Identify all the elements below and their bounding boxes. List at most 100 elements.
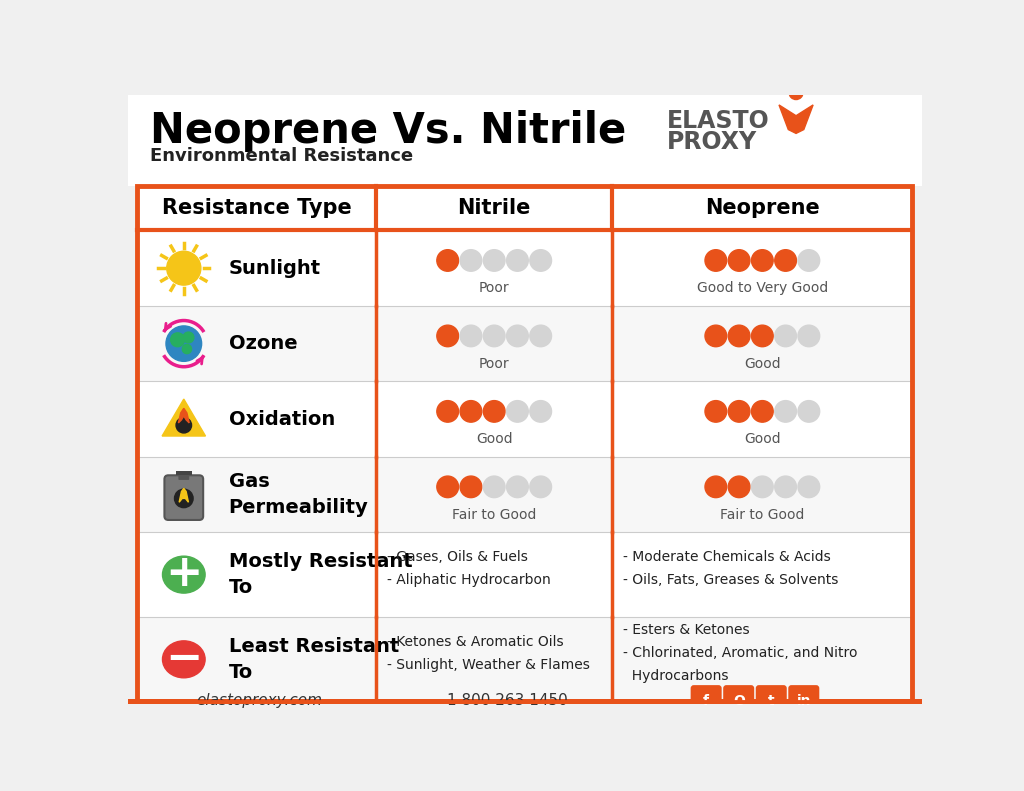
Text: Gas
Permeability: Gas Permeability	[228, 471, 369, 517]
FancyBboxPatch shape	[178, 472, 189, 480]
Circle shape	[437, 400, 459, 422]
FancyBboxPatch shape	[756, 685, 786, 716]
Circle shape	[798, 250, 819, 271]
Text: PROXY: PROXY	[667, 131, 757, 154]
Circle shape	[483, 325, 505, 346]
Text: −: −	[165, 637, 203, 680]
Circle shape	[529, 250, 552, 271]
Text: - Moderate Chemicals & Acids
- Oils, Fats, Greases & Solvents: - Moderate Chemicals & Acids - Oils, Fat…	[624, 550, 839, 587]
Circle shape	[460, 250, 481, 271]
Circle shape	[437, 250, 459, 271]
Circle shape	[775, 325, 797, 346]
Text: elastoproxy.com: elastoproxy.com	[197, 693, 323, 708]
Circle shape	[483, 476, 505, 498]
Circle shape	[728, 325, 750, 346]
Text: in: in	[797, 694, 811, 707]
Circle shape	[752, 250, 773, 271]
Text: Good to Very Good: Good to Very Good	[696, 281, 828, 295]
Circle shape	[174, 489, 194, 508]
FancyBboxPatch shape	[128, 95, 922, 186]
Text: Resistance Type: Resistance Type	[162, 198, 351, 218]
Circle shape	[529, 400, 552, 422]
Circle shape	[529, 325, 552, 346]
Text: - Ketones & Aromatic Oils
- Sunlight, Weather & Flames: - Ketones & Aromatic Oils - Sunlight, We…	[387, 634, 590, 672]
Circle shape	[752, 325, 773, 346]
Circle shape	[483, 400, 505, 422]
Circle shape	[705, 476, 727, 498]
Circle shape	[460, 476, 481, 498]
FancyBboxPatch shape	[137, 230, 912, 306]
Circle shape	[798, 325, 819, 346]
Text: Least Resistant
To: Least Resistant To	[228, 637, 399, 682]
Circle shape	[728, 250, 750, 271]
Circle shape	[183, 332, 194, 343]
Text: ELASTO: ELASTO	[667, 109, 769, 133]
FancyBboxPatch shape	[165, 475, 203, 520]
Circle shape	[798, 400, 819, 422]
Text: O: O	[733, 694, 744, 707]
Polygon shape	[178, 408, 189, 423]
Circle shape	[790, 85, 803, 100]
Text: Mostly Resistant
To: Mostly Resistant To	[228, 552, 413, 597]
FancyBboxPatch shape	[176, 471, 191, 475]
Circle shape	[705, 325, 727, 346]
Circle shape	[705, 400, 727, 422]
FancyBboxPatch shape	[128, 699, 922, 704]
Text: Fair to Good: Fair to Good	[720, 508, 805, 521]
FancyBboxPatch shape	[137, 532, 912, 617]
Circle shape	[483, 250, 505, 271]
Circle shape	[705, 250, 727, 271]
Circle shape	[507, 250, 528, 271]
Circle shape	[775, 400, 797, 422]
Text: Poor: Poor	[479, 357, 510, 371]
Text: +: +	[165, 552, 203, 596]
FancyBboxPatch shape	[788, 685, 819, 716]
Circle shape	[437, 476, 459, 498]
FancyBboxPatch shape	[137, 617, 912, 702]
Text: f: f	[703, 694, 710, 707]
Text: Neoprene Vs. Nitrile: Neoprene Vs. Nitrile	[150, 110, 626, 153]
Text: Good: Good	[476, 432, 512, 446]
Text: Sunlight: Sunlight	[228, 259, 321, 278]
Text: - Gases, Oils & Fuels
- Aliphatic Hydrocarbon: - Gases, Oils & Fuels - Aliphatic Hydroc…	[387, 550, 551, 587]
Text: 1 800 263 1450: 1 800 263 1450	[447, 693, 568, 708]
Circle shape	[182, 344, 191, 354]
FancyBboxPatch shape	[690, 685, 722, 716]
FancyBboxPatch shape	[723, 685, 755, 716]
Text: Neoprene: Neoprene	[705, 198, 820, 218]
Ellipse shape	[163, 641, 205, 678]
Circle shape	[460, 325, 481, 346]
Text: Oxidation: Oxidation	[228, 410, 335, 429]
Circle shape	[437, 325, 459, 346]
Circle shape	[507, 476, 528, 498]
Text: Poor: Poor	[479, 281, 510, 295]
Text: t: t	[768, 694, 774, 707]
Circle shape	[798, 476, 819, 498]
Polygon shape	[179, 488, 188, 502]
Circle shape	[752, 476, 773, 498]
Ellipse shape	[163, 556, 205, 593]
Text: Good: Good	[744, 432, 780, 446]
Text: Good: Good	[744, 357, 780, 371]
Circle shape	[775, 476, 797, 498]
Circle shape	[728, 476, 750, 498]
Polygon shape	[162, 399, 206, 436]
FancyBboxPatch shape	[137, 457, 912, 532]
Circle shape	[167, 252, 201, 285]
Polygon shape	[779, 105, 813, 134]
Text: Environmental Resistance: Environmental Resistance	[150, 147, 413, 165]
Text: Ozone: Ozone	[228, 334, 297, 353]
Circle shape	[775, 250, 797, 271]
Text: - Esters & Ketones
- Chlorinated, Aromatic, and Nitro
  Hydrocarbons: - Esters & Ketones - Chlorinated, Aromat…	[624, 623, 858, 683]
Circle shape	[728, 400, 750, 422]
FancyBboxPatch shape	[137, 186, 912, 230]
Circle shape	[460, 400, 481, 422]
Circle shape	[507, 325, 528, 346]
Circle shape	[507, 400, 528, 422]
Circle shape	[752, 400, 773, 422]
FancyBboxPatch shape	[137, 381, 912, 457]
FancyBboxPatch shape	[137, 306, 912, 381]
FancyBboxPatch shape	[128, 700, 922, 704]
Circle shape	[176, 418, 191, 433]
Circle shape	[529, 476, 552, 498]
